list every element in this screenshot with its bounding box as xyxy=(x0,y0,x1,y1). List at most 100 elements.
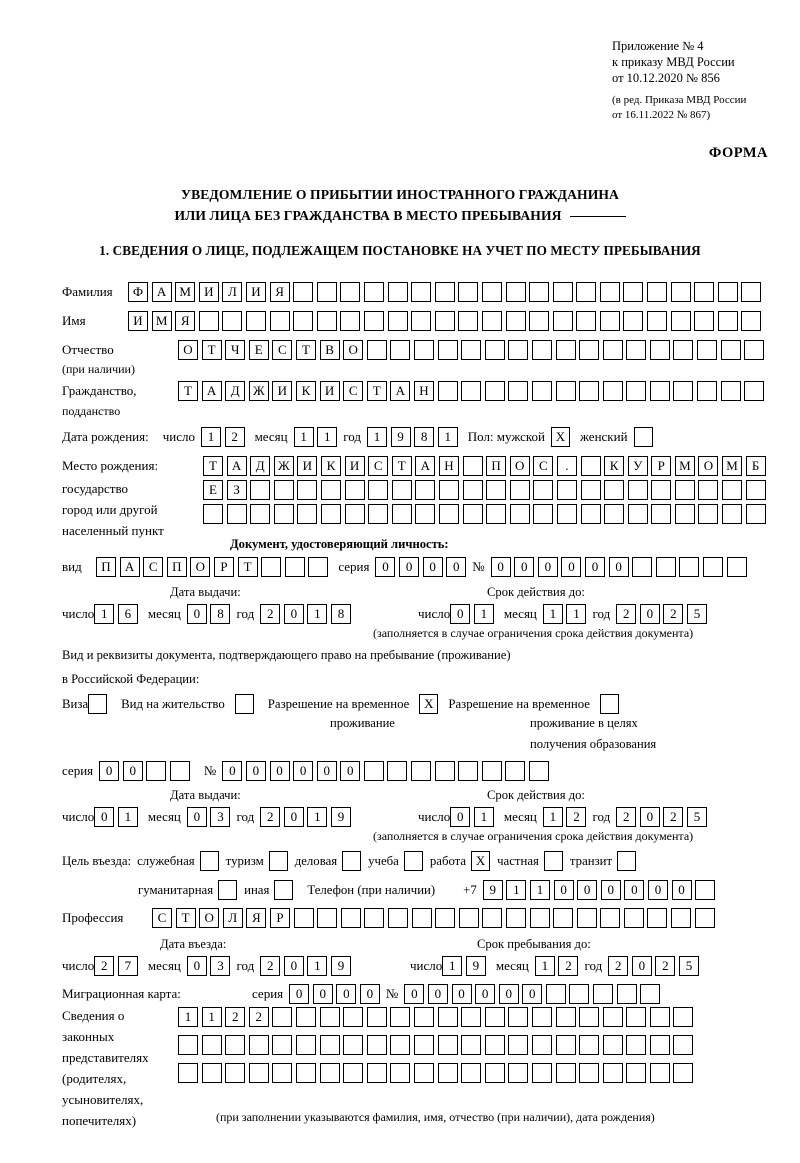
birthplace-cells-2-14[interactable] xyxy=(509,480,530,500)
option-checkbox-служебная[interactable] xyxy=(199,851,219,871)
profession-cells-7[interactable] xyxy=(293,908,314,928)
name-cells-23[interactable] xyxy=(647,311,668,331)
name-cells-27[interactable] xyxy=(741,311,762,331)
migration-card-number-cells-7[interactable] xyxy=(545,984,566,1004)
name-cells-12[interactable] xyxy=(387,311,408,331)
patronymic-cells-22[interactable] xyxy=(673,340,694,360)
identity-doc-kind-cells-3[interactable]: С xyxy=(143,557,164,577)
patronymic-cells-17[interactable] xyxy=(555,340,576,360)
stay-until-year-cells-1[interactable]: 2 xyxy=(608,956,629,976)
citizenship-cells-19[interactable] xyxy=(602,381,623,401)
representatives-cells-2-13[interactable] xyxy=(461,1035,482,1055)
birthplace-cells-3-11[interactable] xyxy=(438,504,459,524)
representatives-cells-3-17[interactable] xyxy=(555,1063,576,1083)
representatives-cells-1-18[interactable] xyxy=(579,1007,600,1027)
surname-cells-8[interactable] xyxy=(293,282,314,302)
name-cells-11[interactable] xyxy=(363,311,384,331)
identity-doc-series-cells-4[interactable]: 0 xyxy=(446,557,467,577)
citizenship-cells-6[interactable]: К xyxy=(295,381,316,401)
profession-cells-20[interactable] xyxy=(600,908,621,928)
birthplace-cells-1-18[interactable]: К xyxy=(604,456,625,476)
birthplace-cells-1-23[interactable]: М xyxy=(722,456,743,476)
birthplace-cells-3-18[interactable] xyxy=(604,504,625,524)
birthdate-month-cells-1[interactable]: 1 xyxy=(293,427,314,447)
representatives-cells-2-2[interactable] xyxy=(201,1035,222,1055)
birthplace-cells-2-4[interactable] xyxy=(273,480,294,500)
birthdate-year-cells-3[interactable]: 8 xyxy=(414,427,435,447)
doc-issue-day-cells-1[interactable]: 1 xyxy=(94,604,115,624)
birthplace-cells-1-12[interactable] xyxy=(462,456,483,476)
surname-cells-23[interactable] xyxy=(647,282,668,302)
representatives-cells-3-8[interactable] xyxy=(343,1063,364,1083)
stay-until-day-cells-1[interactable]: 1 xyxy=(442,956,463,976)
representatives-cells-3-18[interactable] xyxy=(579,1063,600,1083)
birthplace-cells-2-8[interactable] xyxy=(368,480,389,500)
visa-checkbox[interactable] xyxy=(88,694,108,714)
patronymic-cells-5[interactable]: С xyxy=(272,340,293,360)
birthplace-cells-2-9[interactable] xyxy=(391,480,412,500)
representatives-cells-2-16[interactable] xyxy=(531,1035,552,1055)
stay-doc-number-cells-4[interactable]: 0 xyxy=(293,761,314,781)
profession-cells-1[interactable]: С xyxy=(152,908,172,928)
birthplace-cells-2-19[interactable] xyxy=(627,480,648,500)
surname-cells-7[interactable]: Я xyxy=(269,282,290,302)
representatives-cells-1-19[interactable] xyxy=(602,1007,623,1027)
citizenship-cells-24[interactable] xyxy=(720,381,741,401)
representatives-cells-2[interactable] xyxy=(178,1035,694,1055)
patronymic-cells-8[interactable]: О xyxy=(343,340,364,360)
stay-until-year-cells-4[interactable]: 5 xyxy=(679,956,700,976)
citizenship-cells-16[interactable] xyxy=(531,381,552,401)
surname-cells-24[interactable] xyxy=(670,282,691,302)
stay-issue-month-cells-1[interactable]: 0 xyxy=(186,807,207,827)
doc-issue-year-cells-3[interactable]: 1 xyxy=(307,604,328,624)
migration-card-number-cells-11[interactable] xyxy=(640,984,661,1004)
phone-cells-1[interactable]: 9 xyxy=(482,880,503,900)
birthplace-cells-2-24[interactable] xyxy=(745,480,766,500)
surname-cells-12[interactable] xyxy=(387,282,408,302)
surname-cells-4[interactable]: И xyxy=(198,282,219,302)
stay-doc-series-cells-3[interactable] xyxy=(146,761,167,781)
identity-doc-kind-cells-7[interactable]: Т xyxy=(237,557,258,577)
birthplace-cells-1-24[interactable]: Б xyxy=(745,456,766,476)
representatives-cells-1-20[interactable] xyxy=(626,1007,647,1027)
doc-valid-year-cells-1[interactable]: 2 xyxy=(616,604,637,624)
birthplace-cells-3-13[interactable] xyxy=(486,504,507,524)
entry-day-cells-1[interactable]: 2 xyxy=(94,956,115,976)
patronymic-cells-1[interactable]: О xyxy=(178,340,198,360)
stay-doc-number-cells-13[interactable] xyxy=(505,761,526,781)
profession-cells-15[interactable] xyxy=(482,908,503,928)
stay-valid-day-cells-1[interactable]: 0 xyxy=(450,807,471,827)
name-cells-18[interactable] xyxy=(529,311,550,331)
name-cells-10[interactable] xyxy=(340,311,361,331)
representatives-cells-3-5[interactable] xyxy=(272,1063,293,1083)
patronymic-cells-24[interactable] xyxy=(720,340,741,360)
phone-cells-5[interactable]: 0 xyxy=(577,880,598,900)
representatives-cells-1-4[interactable]: 2 xyxy=(248,1007,269,1027)
birthplace-cells-3-24[interactable] xyxy=(745,504,766,524)
birthplace-cells-3-15[interactable] xyxy=(533,504,554,524)
residence-permit-checkbox[interactable] xyxy=(234,694,254,714)
representatives-cells-3-19[interactable] xyxy=(602,1063,623,1083)
name-cells-8[interactable] xyxy=(293,311,314,331)
profession-cells-22[interactable] xyxy=(647,908,668,928)
representatives-cells-3-16[interactable] xyxy=(531,1063,552,1083)
option-checkbox-транзит[interactable] xyxy=(617,851,637,871)
citizenship-cells-12[interactable] xyxy=(437,381,458,401)
name-cells-22[interactable] xyxy=(623,311,644,331)
doc-valid-year-cells-4[interactable]: 5 xyxy=(687,604,708,624)
identity-doc-series-cells-2[interactable]: 0 xyxy=(399,557,420,577)
citizenship-cells-13[interactable] xyxy=(461,381,482,401)
birthplace-cells-2-22[interactable] xyxy=(698,480,719,500)
representatives-cells-3-21[interactable] xyxy=(649,1063,670,1083)
birthplace-cells-2-18[interactable] xyxy=(604,480,625,500)
representatives-cells-3-1[interactable] xyxy=(178,1063,198,1083)
birthplace-cells-2-3[interactable] xyxy=(250,480,271,500)
name-cells-24[interactable] xyxy=(670,311,691,331)
profession-cells-17[interactable] xyxy=(529,908,550,928)
migration-card-number-cells-1[interactable]: 0 xyxy=(404,984,425,1004)
birthdate-day-cells-2[interactable]: 2 xyxy=(224,427,245,447)
